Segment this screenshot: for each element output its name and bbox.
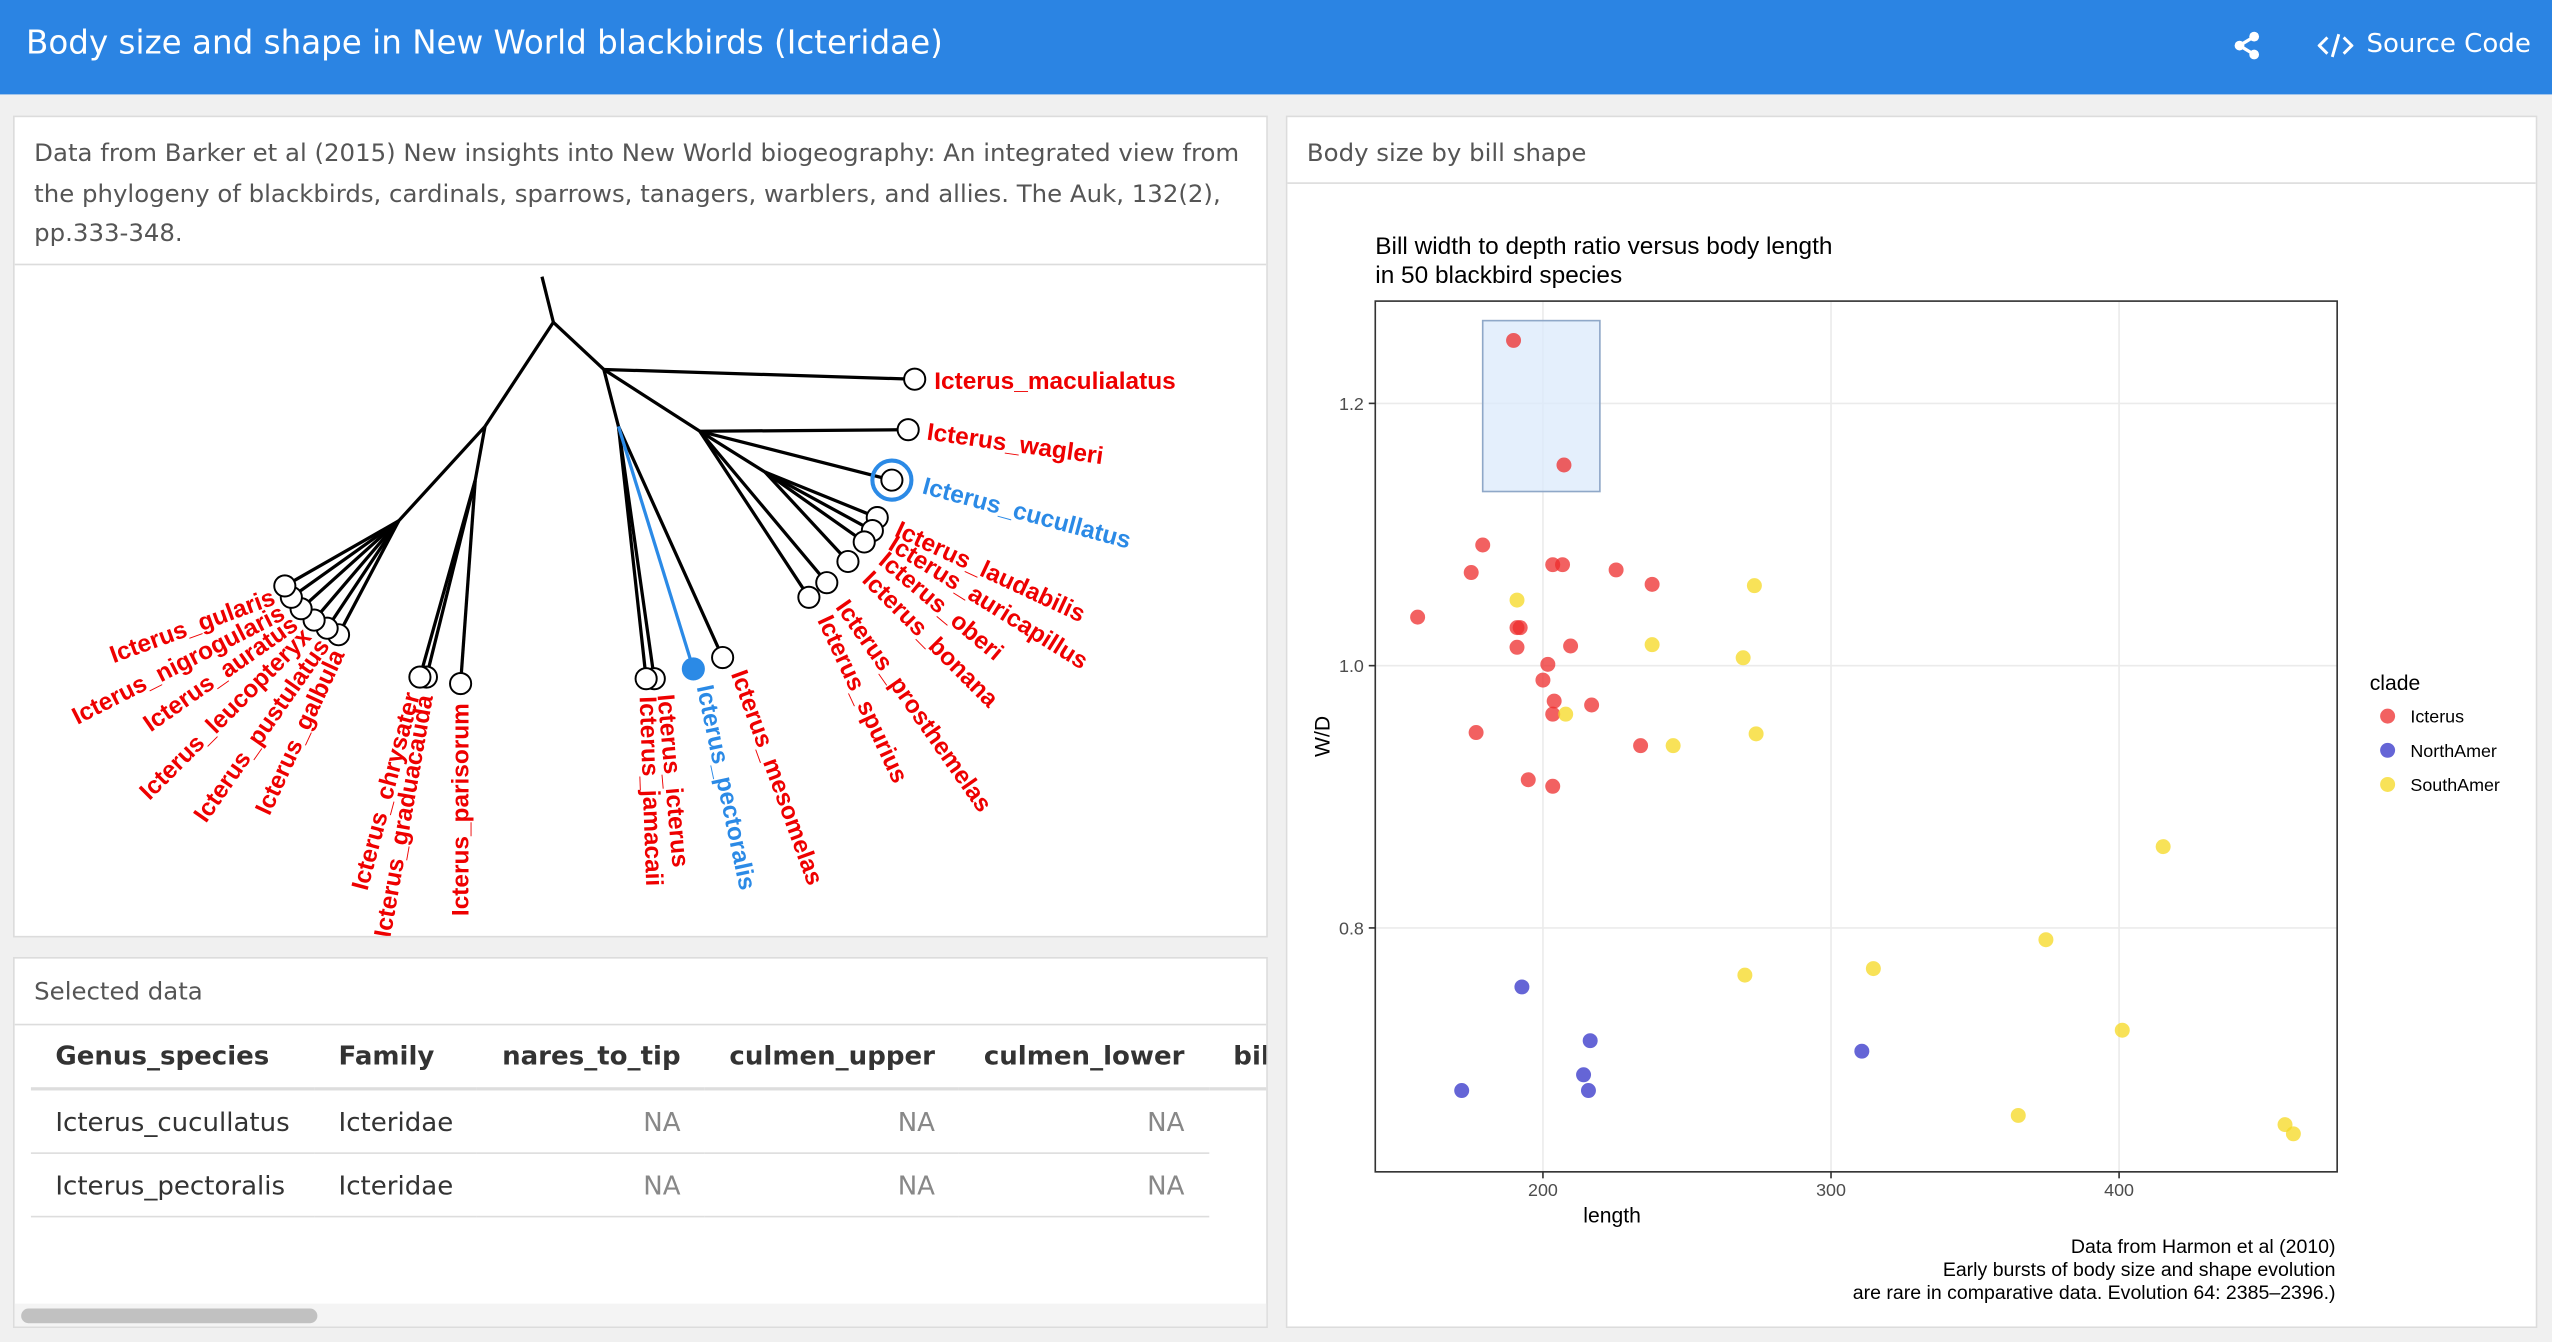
table-cell: Icterus_cucullatus	[30, 1088, 315, 1154]
panel-title: Selected data	[14, 959, 1267, 1026]
table-panel: Selected data Genus_species Family nares_t…	[13, 956, 1268, 1329]
data-table: Genus_species Family nares_to_tip culmen_up…	[30, 1023, 1267, 1218]
column-header: Genus_species	[30, 1023, 315, 1091]
scroll-thumb[interactable]	[21, 1308, 318, 1324]
table-cell: NA	[705, 1088, 960, 1154]
source-code-link[interactable]: Source Code	[2366, 27, 2531, 59]
panel-title: Body size by bill shape	[1287, 117, 2536, 184]
share-icon[interactable]	[2233, 31, 2262, 60]
column-header: nares_to_tip	[477, 1023, 706, 1091]
column-header: bill_d	[1208, 1023, 1267, 1091]
column-header: culmen_lower	[959, 1023, 1209, 1091]
app-title: Body size and shape in New World blackbi…	[26, 22, 943, 62]
navbar: Body size and shape in New World blackbi…	[0, 0, 2552, 95]
plot-panel: Body size by bill shape	[1285, 115, 2538, 1329]
table-header: Genus_species Family nares_to_tip culmen_up…	[30, 1023, 1267, 1091]
table-cell: NA	[959, 1088, 1209, 1154]
column-header: culmen_upper	[705, 1023, 960, 1091]
table-cell: Icteridae	[314, 1088, 478, 1154]
table-cell: NA	[959, 1153, 1209, 1218]
table-body: Icterus_cucullatus Icteridae NA NA NA Icterus…	[30, 1088, 1266, 1218]
table-cell: Icterus_pectoralis	[30, 1153, 315, 1218]
table-row: Icterus_pectoralis Icteridae NA NA NA	[30, 1153, 1266, 1218]
column-header: Family	[314, 1023, 478, 1091]
scrollbar[interactable]	[14, 1303, 1267, 1327]
table-cell: NA	[705, 1153, 960, 1218]
table-cell: NA	[477, 1088, 706, 1154]
code-icon[interactable]	[2317, 31, 2354, 60]
table-cell: Icteridae	[314, 1153, 478, 1218]
tree-panel: Data from Barker et al (2015) New insigh…	[13, 115, 1268, 938]
table-cell: NA	[477, 1153, 706, 1218]
table-row: Icterus_cucullatus Icteridae NA NA NA	[30, 1088, 1266, 1154]
citation: Data from Barker et al (2015) New insigh…	[14, 117, 1267, 265]
